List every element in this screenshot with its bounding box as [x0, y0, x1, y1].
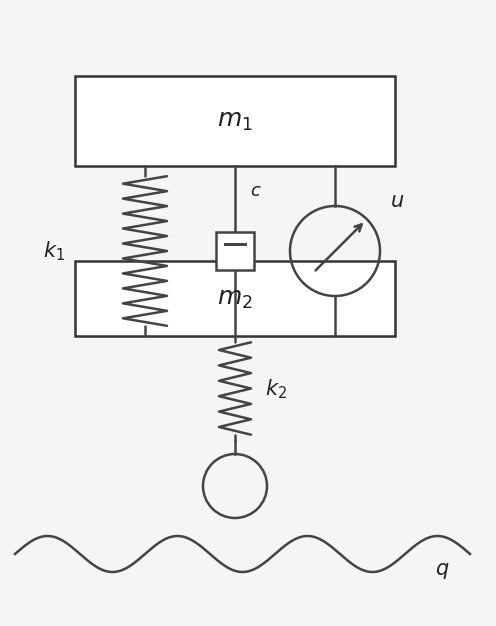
Bar — [75, 76, 395, 166]
Text: $k_2$: $k_2$ — [265, 377, 287, 401]
Bar — [75, 261, 395, 336]
Text: $c$: $c$ — [250, 182, 262, 200]
Text: $q$: $q$ — [435, 561, 449, 581]
Text: $m_2$: $m_2$ — [217, 287, 253, 311]
Text: $k_1$: $k_1$ — [43, 239, 65, 263]
Text: $u$: $u$ — [390, 191, 404, 211]
Text: $m_1$: $m_1$ — [217, 109, 253, 133]
Bar — [216, 232, 254, 270]
